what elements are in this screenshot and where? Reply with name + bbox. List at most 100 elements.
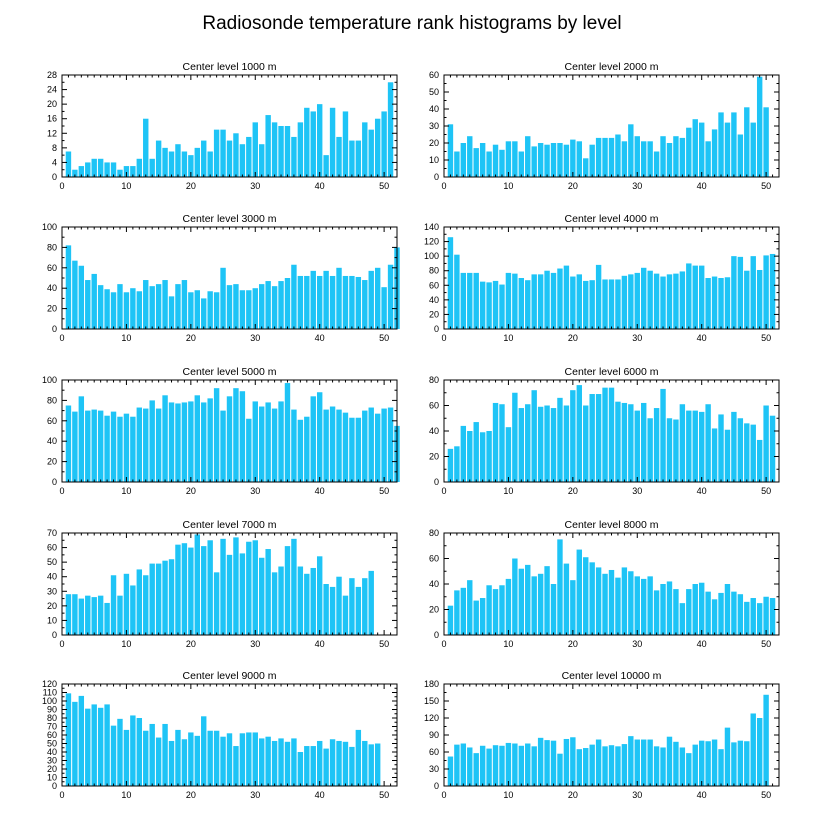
histogram-bar	[711, 129, 718, 177]
x-tick-label: 0	[441, 181, 446, 191]
histogram-bar	[271, 286, 278, 329]
histogram-bar	[104, 704, 110, 786]
histogram-bar	[473, 422, 479, 482]
panel-title: Center level 5000 m	[183, 366, 277, 378]
histogram-bar	[557, 268, 563, 329]
histogram-bar	[271, 122, 278, 177]
x-tick-label: 50	[761, 333, 771, 343]
y-tick-label: 150	[424, 696, 439, 706]
x-tick-label: 20	[568, 639, 578, 649]
histogram-bar	[310, 746, 316, 786]
histogram-bar	[550, 272, 557, 329]
histogram-panel: Center level 9000 m0 10 20 30 40 500102030405…	[42, 670, 398, 800]
x-tick-label: 10	[503, 181, 513, 191]
y-tick-label: 28	[47, 70, 57, 80]
histogram-bar	[512, 273, 518, 329]
histogram-bar	[374, 267, 381, 329]
y-tick-label: 120	[424, 713, 439, 723]
y-tick-label: 40	[47, 283, 57, 293]
x-tick-label: 50	[379, 790, 389, 800]
histogram-bar	[544, 270, 550, 329]
histogram-bar	[117, 284, 123, 329]
histogram-bar	[583, 748, 589, 786]
histogram-bar	[323, 155, 329, 177]
histogram-bar	[744, 107, 750, 177]
histogram-bar	[246, 732, 252, 786]
y-tick-label: 30	[429, 764, 439, 774]
histogram-bar	[226, 140, 233, 177]
histogram-bar	[666, 143, 673, 177]
histogram-bar	[362, 122, 368, 177]
histogram-bar	[492, 280, 499, 329]
histogram-bar	[492, 589, 499, 635]
x-tick-label: 10	[503, 486, 513, 496]
histogram-bar	[769, 598, 776, 635]
y-tick-label: 100	[42, 375, 57, 385]
histogram-bar	[737, 256, 744, 329]
y-tick-label: 90	[429, 730, 439, 740]
histogram-bar	[201, 546, 207, 635]
histogram-bar	[473, 148, 479, 177]
histogram-bar	[737, 134, 744, 177]
histogram-bar	[505, 427, 512, 482]
y-tick-label: 40	[429, 426, 439, 436]
histogram-bar	[602, 573, 608, 635]
y-tick-label: 20	[429, 138, 439, 148]
y-tick-label: 20	[47, 99, 57, 109]
histogram-bar	[85, 410, 91, 482]
histogram-bar	[213, 292, 220, 329]
histogram-bar	[460, 587, 467, 635]
x-tick-label: 30	[632, 486, 642, 496]
y-tick-label: 60	[429, 747, 439, 757]
histogram-bar	[467, 580, 473, 635]
panel-title: Center level 2000 m	[565, 61, 659, 73]
histogram-bar	[576, 549, 582, 635]
histogram-bar	[194, 534, 200, 635]
histogram-bar	[117, 169, 123, 177]
histogram-bar	[454, 446, 460, 482]
histogram-bar	[512, 392, 518, 482]
histogram-bar	[499, 585, 505, 635]
histogram-bar	[387, 407, 394, 482]
histogram-bar	[310, 270, 316, 329]
histogram-bar	[91, 273, 97, 329]
histogram-bar	[110, 411, 117, 482]
histogram-bar	[499, 745, 505, 786]
histogram-bar	[692, 265, 698, 329]
x-tick-label: 50	[379, 181, 389, 191]
x-tick-label: 50	[761, 639, 771, 649]
histogram-bar	[239, 290, 246, 329]
histogram-bar	[123, 292, 130, 329]
histogram-bar	[608, 279, 615, 329]
histogram-bar	[117, 718, 123, 786]
histogram-bar	[65, 151, 72, 177]
histogram-bar	[110, 292, 117, 329]
histogram-bar	[239, 391, 246, 482]
histogram-bar	[362, 280, 368, 329]
histogram-bar	[85, 708, 91, 786]
histogram-bar	[557, 753, 563, 786]
histogram-bar	[368, 407, 374, 482]
histogram-bar	[130, 166, 136, 177]
histogram-bar	[686, 753, 692, 786]
histogram-bar	[756, 603, 763, 636]
y-tick-label: 20	[429, 452, 439, 462]
histogram-bar	[518, 745, 525, 786]
histogram-bar	[97, 707, 104, 786]
histogram-bar	[679, 603, 686, 636]
x-tick-label: 0	[59, 790, 64, 800]
histogram-bar	[110, 725, 117, 786]
histogram-bar	[731, 591, 737, 635]
histogram-bar	[641, 141, 647, 177]
histogram-bar	[323, 748, 329, 786]
histogram-bar	[72, 594, 78, 635]
histogram-bar	[168, 402, 175, 482]
histogram-bar	[518, 568, 525, 635]
x-tick-label: 20	[186, 486, 196, 496]
histogram-bar	[349, 275, 355, 329]
histogram-bar	[653, 408, 660, 482]
x-tick-label: 30	[250, 181, 260, 191]
histogram-bar	[284, 741, 291, 786]
histogram-bar	[168, 740, 175, 786]
y-tick-label: 70	[47, 722, 57, 732]
